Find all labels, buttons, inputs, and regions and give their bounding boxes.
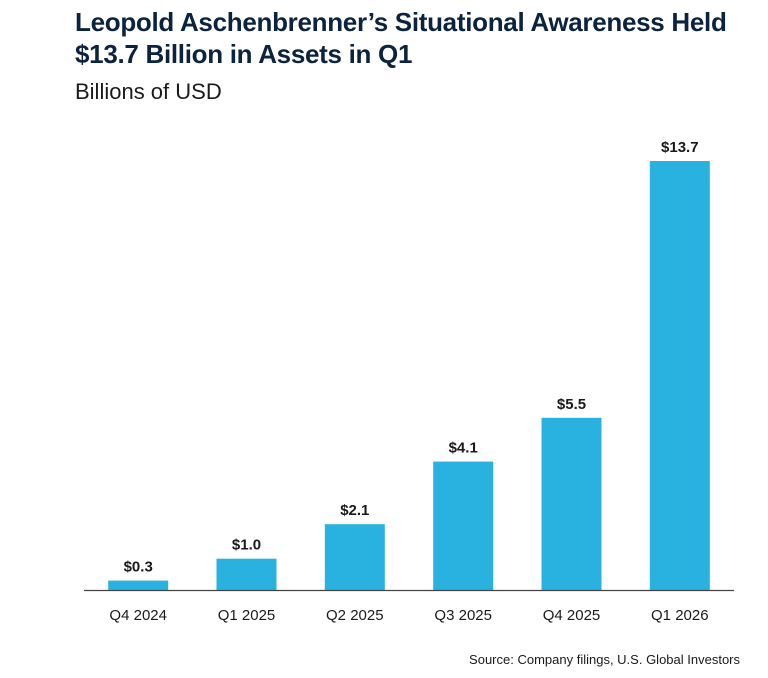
chart-title: Leopold Aschenbrenner’s Situational Awar… — [75, 7, 727, 69]
bar-q1-2026 — [649, 161, 710, 590]
x-tick-label: Q3 2025 — [434, 607, 492, 624]
bars-group — [108, 161, 710, 590]
data-labels-group: $0.3 $1.0 $2.1 $4.1 $5.5 $13.7 — [124, 139, 699, 576]
x-tick-label: Q1 2026 — [651, 607, 709, 624]
bar-q3-2025 — [433, 461, 494, 590]
x-tick-labels-group: Q4 2024 Q1 2025 Q2 2025 Q3 2025 Q4 2025 Q1 20… — [109, 607, 708, 624]
bar-q4-2024 — [108, 580, 169, 590]
data-label: $2.1 — [340, 502, 369, 519]
chart-subtitle: Billions of USD — [75, 79, 222, 104]
bar-q4-2025 — [541, 417, 602, 590]
data-label: $0.3 — [124, 559, 153, 576]
data-label: $4.1 — [449, 440, 478, 457]
source-note: Source: Company filings, U.S. Global Inv… — [469, 652, 740, 667]
x-tick-label: Q1 2025 — [218, 607, 276, 624]
x-tick-label: Q4 2024 — [109, 607, 167, 624]
bar-q2-2025 — [324, 524, 385, 590]
bar-q1-2025 — [216, 558, 277, 590]
x-tick-label: Q2 2025 — [326, 607, 384, 624]
data-label: $5.5 — [557, 396, 586, 413]
x-tick-label: Q4 2025 — [543, 607, 601, 624]
data-label: $13.7 — [661, 139, 699, 156]
data-label: $1.0 — [232, 537, 261, 554]
